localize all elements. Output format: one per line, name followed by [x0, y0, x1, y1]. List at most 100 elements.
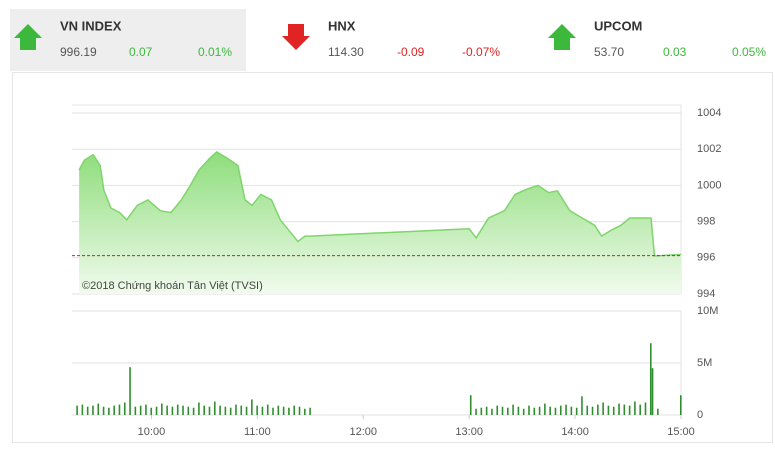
volume-bar	[97, 403, 100, 415]
watermark: ©2018 Chứng khoán Tân Việt (TVSI)	[82, 280, 263, 292]
x-tick-label: 10:00	[138, 426, 166, 438]
volume-bar	[602, 402, 604, 415]
volume-bar	[176, 404, 179, 415]
index-pct: 0.05%	[732, 45, 766, 59]
index-name: VN INDEX	[60, 18, 122, 33]
volume-bar	[139, 405, 142, 415]
volume-bar	[496, 405, 499, 415]
volume-bar	[81, 404, 84, 415]
volume-bar	[554, 407, 557, 415]
volume-bar	[628, 405, 631, 415]
volume-bar	[517, 406, 520, 415]
x-tick-label: 15:00	[667, 426, 695, 438]
volume-bar	[102, 406, 105, 415]
volume-bar	[229, 407, 232, 415]
volume-bar	[575, 407, 578, 415]
volume-bar	[544, 403, 546, 415]
volume-bar	[145, 404, 147, 415]
volume-bar	[644, 402, 647, 415]
volume-bar	[618, 403, 620, 415]
y-tick-label: 0	[697, 409, 703, 421]
volume-bar	[581, 396, 583, 415]
volume-bar	[639, 404, 641, 415]
y-tick-label: 1002	[697, 143, 721, 155]
price-area	[79, 151, 682, 294]
index-value: 114.30	[328, 45, 364, 59]
volume-bar	[166, 405, 168, 415]
volume-bar	[623, 404, 626, 415]
index-change: 0.07	[129, 45, 153, 59]
index-value: 996.19	[60, 45, 97, 59]
volume-bar	[76, 405, 78, 415]
y-tick-label: 994	[697, 288, 715, 300]
volume-bar	[298, 406, 301, 415]
volume-bar	[288, 407, 290, 415]
volume-bar	[235, 404, 237, 415]
volume-bar	[129, 367, 131, 415]
volume-bar	[277, 405, 280, 415]
volume-bar	[293, 405, 296, 415]
volume-bar	[155, 406, 158, 415]
volume-bar	[309, 407, 311, 415]
volume-bar	[586, 405, 589, 415]
volume-bar	[187, 406, 190, 415]
volume-bar	[198, 402, 200, 415]
volume-bar	[171, 406, 174, 415]
volume-bar	[649, 343, 652, 415]
volume-bar	[549, 406, 551, 415]
panel-frame	[12, 72, 773, 443]
index-value: 53.70	[594, 45, 624, 59]
volume-bar	[182, 405, 184, 415]
y-tick-label: 996	[697, 252, 715, 264]
volume-bar	[108, 407, 110, 415]
volume-bar	[651, 368, 654, 415]
volume-bar	[272, 407, 274, 415]
volume-bar	[680, 395, 682, 415]
volume-bar	[538, 406, 541, 415]
volume-bar	[224, 406, 227, 415]
volume-bar	[559, 405, 562, 415]
volume-bar	[213, 401, 216, 415]
volume-bar	[219, 405, 221, 415]
volume-bar	[533, 407, 536, 415]
volume-bar	[113, 405, 115, 415]
volume-bar	[591, 406, 594, 415]
volume-bar	[192, 407, 195, 415]
volume-bar	[150, 407, 153, 415]
y-tick-label: 5M	[697, 357, 712, 369]
volume-bar	[161, 403, 163, 415]
index-name: HNX	[328, 18, 356, 33]
volume-bar	[240, 405, 243, 415]
index-pct: 0.01%	[198, 45, 232, 59]
trend-arrow	[548, 24, 576, 50]
volume-bar	[657, 408, 659, 415]
volume-bar	[501, 406, 504, 415]
volume-bar	[86, 406, 89, 415]
volume-bar	[261, 406, 264, 415]
volume-bar	[304, 408, 306, 415]
index-name: UPCOM	[594, 18, 642, 33]
volume-bar	[634, 401, 636, 415]
trend-arrow	[14, 24, 42, 50]
x-tick-label: 11:00	[244, 426, 271, 438]
x-tick-label: 14:00	[561, 426, 589, 438]
volume-bar	[208, 406, 211, 415]
volume-bar	[134, 406, 137, 415]
y-tick-label: 1000	[697, 179, 721, 191]
volume-bar	[570, 406, 573, 415]
volume-bar	[282, 406, 285, 415]
volume-bar	[480, 407, 483, 415]
volume-bar	[256, 405, 258, 415]
y-tick-label: 998	[697, 216, 715, 228]
volume-bar	[597, 404, 599, 415]
index-pct: -0.07%	[462, 45, 500, 59]
volume-bar	[123, 402, 126, 415]
selected-tab	[10, 9, 246, 71]
x-tick-label: 12:00	[349, 426, 377, 438]
y-tick-label: 1004	[697, 107, 721, 119]
volume-bar	[485, 406, 488, 415]
volume-bar	[565, 404, 567, 415]
volume-bar	[507, 407, 509, 415]
volume-bar	[92, 405, 94, 415]
